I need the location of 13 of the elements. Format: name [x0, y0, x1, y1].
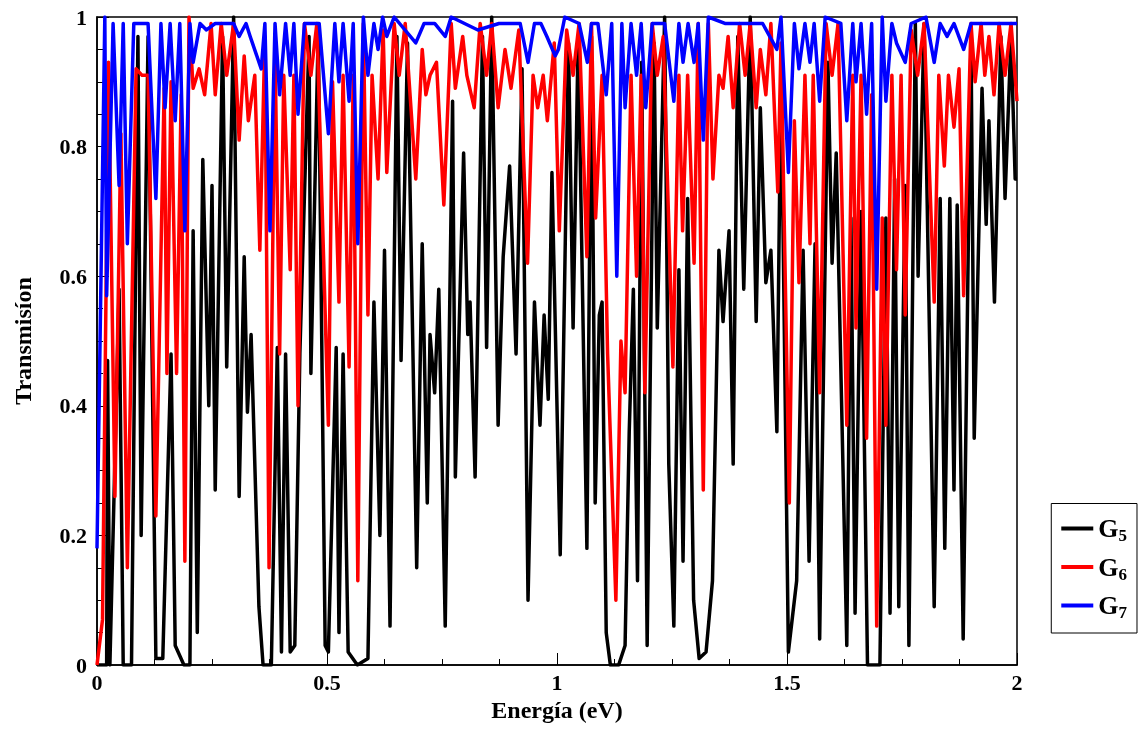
y-tick-label: 0.2: [59, 522, 87, 548]
x-axis-title: Energía (eV): [491, 696, 623, 723]
x-tick-label: 1: [551, 669, 563, 695]
y-tick-label: 0.6: [59, 263, 87, 289]
y-axis-title: Transmisíon: [10, 277, 36, 405]
line-series: [95, 15, 1019, 551]
y-tick-label: 0.8: [59, 134, 87, 160]
x-tick-label: 2: [1011, 669, 1023, 695]
x-tick-label: 0.5: [313, 669, 341, 695]
y-tick-label: 0: [76, 652, 87, 678]
x-tick-label: 1.5: [773, 669, 801, 695]
y-tick-label: 1: [76, 4, 87, 30]
y-tick-label: 0.4: [59, 393, 87, 419]
